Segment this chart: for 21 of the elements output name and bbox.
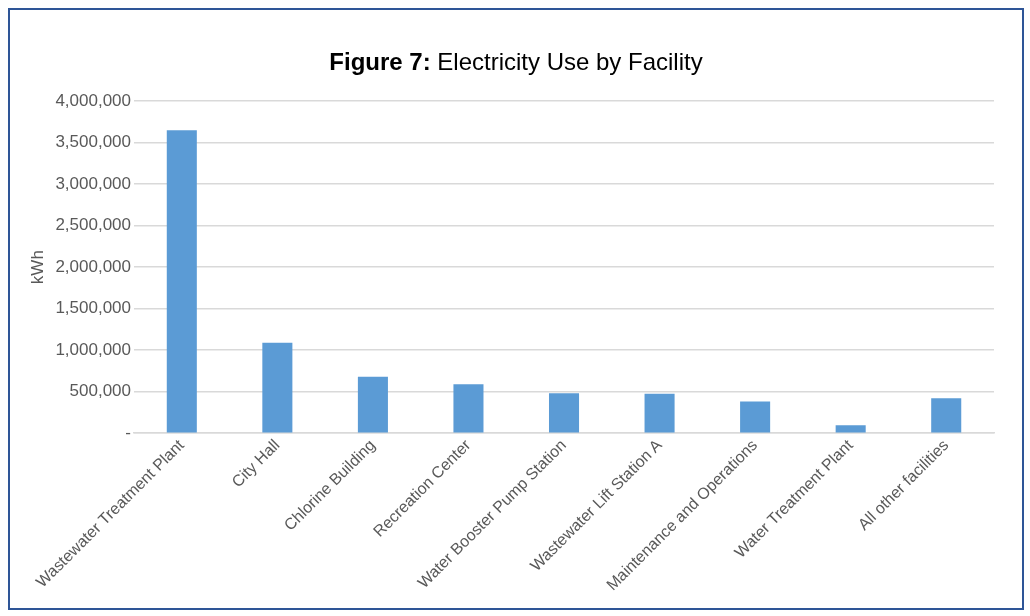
y-tick-label: -: [125, 422, 132, 442]
y-tick-label: 2,500,000: [55, 215, 132, 235]
y-tick-label: 3,000,000: [55, 173, 132, 193]
chart-title: Figure 7: Electricity Use by Facility: [329, 48, 703, 75]
y-tick-label: 4,000,000: [55, 90, 132, 110]
y-axis-title: kWh: [27, 250, 47, 285]
bar: [357, 376, 388, 433]
bar: [166, 130, 197, 433]
bar: [740, 401, 771, 433]
y-tick-label: 500,000: [69, 381, 132, 401]
y-tick-label: 3,500,000: [55, 132, 132, 152]
x-tick-label: City Hall: [228, 436, 283, 491]
y-tick-label: 2,000,000: [55, 256, 132, 276]
bar: [835, 425, 866, 433]
bar: [262, 342, 293, 433]
y-tick-label: 1,000,000: [55, 339, 132, 359]
bar: [931, 398, 962, 433]
bar: [453, 384, 484, 433]
bar: [644, 393, 675, 433]
y-tick-label: 1,500,000: [55, 298, 132, 318]
bar: [548, 393, 580, 433]
